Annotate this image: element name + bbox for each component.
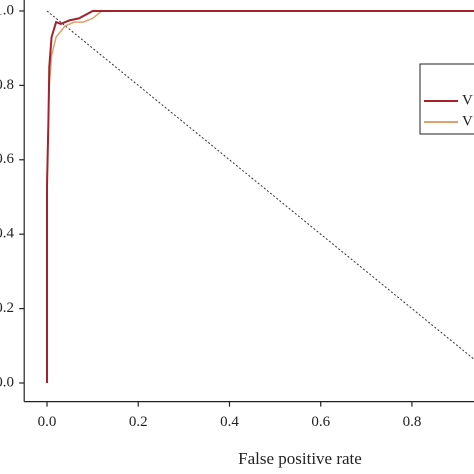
legend-label: V (462, 92, 473, 108)
x-tick-label: 0.8 (403, 414, 422, 430)
y-tick-label: 0.4 (0, 226, 15, 242)
x-tick-label: 0.6 (311, 414, 330, 430)
x-tick-label: 0.4 (220, 414, 239, 430)
x-tick-label: 0.0 (38, 414, 57, 430)
legend-label: V (462, 113, 473, 129)
x-axis-label: False positive rate (238, 449, 362, 468)
roc-curve (46, 9, 474, 383)
y-tick-label: 1.0 (0, 2, 14, 18)
roc-curve (46, 10, 474, 383)
y-tick-label: 0.0 (0, 374, 14, 390)
y-tick-label: 0.6 (0, 151, 15, 167)
y-tick-label: 0.2 (0, 300, 14, 316)
y-tick-label: 0.8 (0, 77, 14, 93)
reference-line (46, 10, 474, 360)
x-tick-label: 0.2 (129, 414, 148, 430)
